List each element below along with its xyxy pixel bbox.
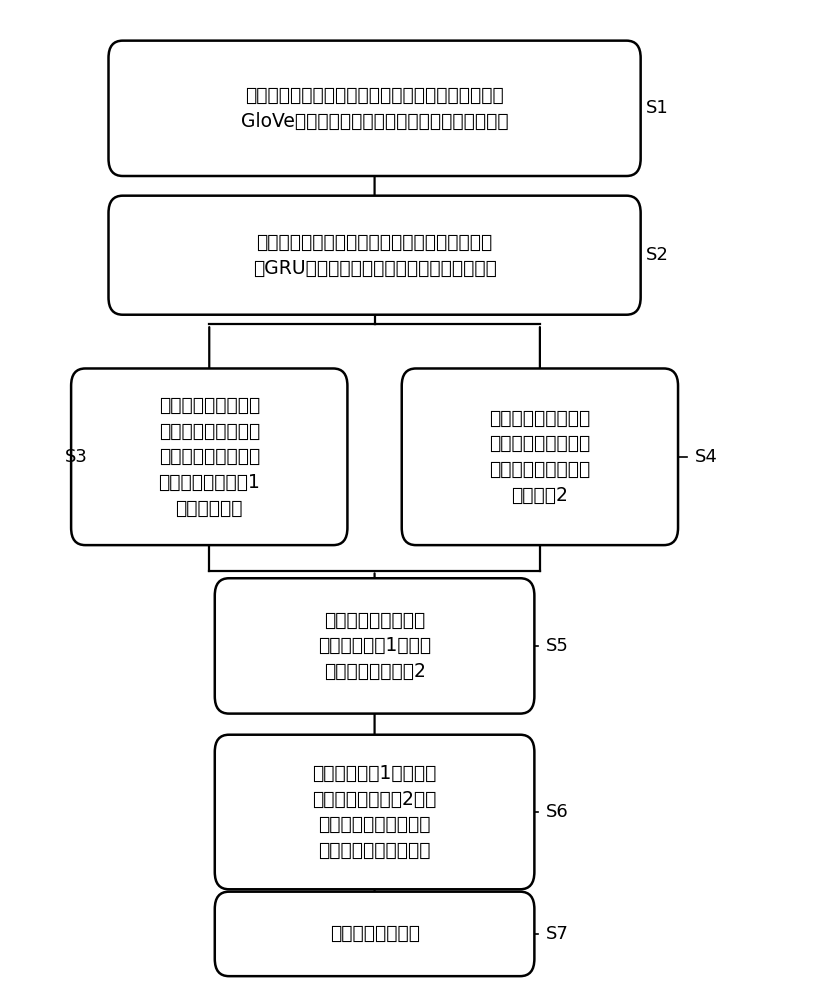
Text: 将上下文向量1、属性词
向量和上下文向量2拼接
之后得到总体向量表示
并使用分类器进行分类: 将上下文向量1、属性词 向量和上下文向量2拼接 之后得到总体向量表示 并使用分类… (312, 764, 437, 860)
FancyBboxPatch shape (215, 578, 534, 714)
Text: 将上下文词嵌入矩阵和属性词词嵌入矩阵分别经
过GRU得到上下文隐藏状态和属性词隐藏状态: 将上下文词嵌入矩阵和属性词词嵌入矩阵分别经 过GRU得到上下文隐藏状态和属性词隐… (252, 233, 496, 278)
FancyBboxPatch shape (215, 735, 534, 889)
Text: S5: S5 (545, 637, 568, 655)
Text: S7: S7 (545, 925, 568, 943)
Text: 将上下文隐藏状态和
属性词隐藏状态输入
到层次注意力机制之
后得到上下文表示1
和属性词表示: 将上下文隐藏状态和 属性词隐藏状态输入 到层次注意力机制之 后得到上下文表示1 … (158, 396, 260, 518)
Text: S3: S3 (66, 448, 88, 466)
Text: 将上下文隐藏状态和
属性词隐藏状态输入
到门机制之后得到上
下文表示2: 将上下文隐藏状态和 属性词隐藏状态输入 到门机制之后得到上 下文表示2 (489, 409, 590, 505)
Text: S1: S1 (645, 99, 668, 117)
Text: 获取语料预处理、并将评论分成上下文和属性词利用
GloVe得到上下文词嵌入矩阵和属性词词嵌入矩阵: 获取语料预处理、并将评论分成上下文和属性词利用 GloVe得到上下文词嵌入矩阵和… (241, 86, 508, 131)
FancyBboxPatch shape (108, 196, 640, 315)
FancyBboxPatch shape (215, 892, 534, 976)
Text: S6: S6 (545, 803, 568, 821)
Text: S2: S2 (645, 246, 668, 264)
Text: 通过自注意力机制得
到上下文向量1、属性
词向量上下文向量2: 通过自注意力机制得 到上下文向量1、属性 词向量上下文向量2 (318, 611, 431, 681)
Text: 反向传播调整参数: 反向传播调整参数 (329, 924, 419, 943)
Text: S4: S4 (695, 448, 717, 466)
FancyBboxPatch shape (71, 368, 347, 545)
FancyBboxPatch shape (108, 41, 640, 176)
FancyBboxPatch shape (401, 368, 677, 545)
